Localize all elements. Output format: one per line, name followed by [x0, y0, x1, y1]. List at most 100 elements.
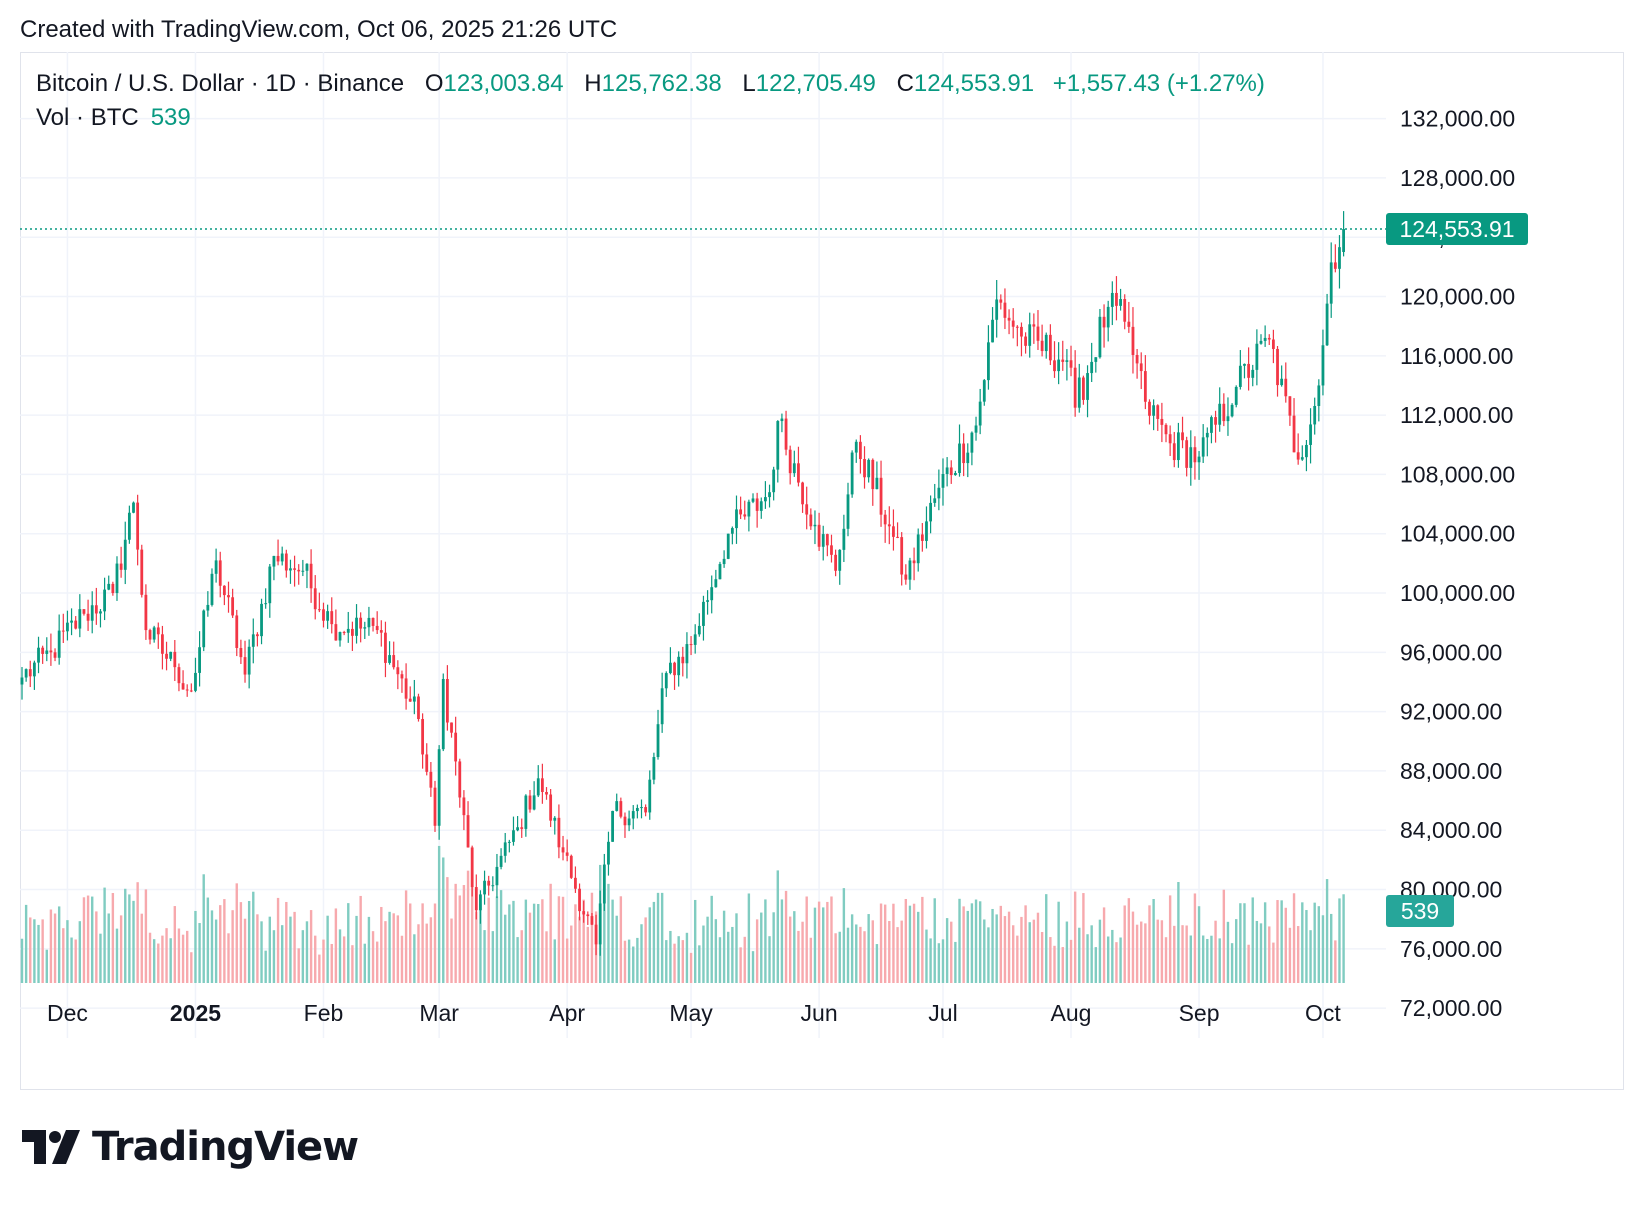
candle-body: [1110, 292, 1114, 307]
volume-bar: [74, 939, 77, 983]
candle-body: [1313, 406, 1317, 425]
volume-bar: [1276, 900, 1279, 983]
candle-body: [189, 690, 193, 692]
volume-bar: [1086, 934, 1089, 983]
candle-body: [103, 589, 106, 612]
y-tick-label: 92,000.00: [1400, 699, 1502, 725]
candle-body: [1238, 365, 1242, 387]
candle-body: [1230, 404, 1234, 417]
tradingview-logo[interactable]: TradingView: [22, 1124, 359, 1170]
candle-body: [1185, 440, 1189, 468]
volume-bar: [375, 941, 379, 983]
volume-bar: [760, 912, 763, 983]
volume-bar: [107, 913, 110, 983]
candle-body: [284, 553, 288, 571]
volume-bar: [119, 915, 123, 983]
open-label: O: [424, 70, 444, 97]
candle-body: [524, 795, 528, 829]
candle-body: [276, 555, 280, 562]
volume-bar: [384, 921, 387, 983]
candle-body: [1090, 361, 1094, 374]
symbol-title[interactable]: Bitcoin / U.S. Dollar · 1D · Binance: [36, 70, 405, 97]
volume-bar: [338, 929, 342, 983]
candle-body: [408, 698, 412, 702]
volume-bar: [693, 899, 697, 983]
candle-body: [549, 794, 553, 821]
candle-body: [1172, 443, 1176, 461]
candle-body: [1127, 321, 1131, 327]
volume-bar: [462, 885, 466, 983]
candle-body: [1073, 367, 1077, 408]
candle-body: [644, 807, 648, 813]
volume-bar: [917, 911, 920, 983]
volume-bar: [731, 926, 734, 983]
volume-bar: [1098, 919, 1102, 983]
candle-body: [487, 880, 491, 886]
volume-label[interactable]: Vol · BTC: [36, 104, 139, 131]
volume-bar: [49, 909, 53, 983]
candle-body: [764, 497, 767, 502]
candle-body: [966, 452, 970, 464]
volume-bar: [1036, 912, 1040, 983]
volume-bar: [1127, 898, 1131, 983]
last-price-label: 124,553.91: [1399, 216, 1514, 242]
candle-body: [338, 632, 342, 641]
candle-body: [1226, 416, 1230, 422]
candle-body: [536, 778, 540, 796]
candle-body: [355, 617, 358, 636]
candle-body: [631, 811, 635, 819]
volume-bar: [1065, 921, 1069, 983]
volume-bar: [565, 938, 569, 983]
candle-body: [776, 421, 780, 470]
volume-bar: [1222, 889, 1226, 983]
volume-bar: [660, 892, 664, 983]
candle-body: [784, 418, 788, 450]
volume-bar: [363, 943, 366, 983]
candle-body: [66, 622, 69, 632]
candle-body: [351, 628, 354, 636]
candle-body: [1292, 415, 1296, 453]
volume-bar: [607, 883, 610, 983]
candle-body: [974, 425, 978, 433]
candle-body: [916, 534, 920, 564]
candle-body: [834, 554, 838, 571]
volume-bars: [20, 845, 1345, 983]
candle-body: [569, 855, 573, 878]
candle-body: [1214, 417, 1217, 425]
volume-bar: [1259, 923, 1263, 983]
volume-bar: [115, 928, 119, 983]
x-tick-label: Sep: [1179, 1000, 1220, 1026]
candle-body: [235, 615, 239, 648]
volume-bar: [545, 931, 548, 983]
volume-bar: [859, 926, 862, 983]
candle-body: [99, 611, 102, 614]
price-axis[interactable]: 72,000.0076,000.0080,000.0084,000.0088,0…: [1386, 0, 1644, 1021]
volume-bar: [1284, 907, 1287, 983]
volume-bar: [1053, 945, 1056, 983]
volume-bar: [62, 928, 65, 983]
candle-body: [94, 605, 98, 614]
volume-bar: [53, 913, 57, 983]
x-tick-label: Aug: [1051, 1000, 1092, 1026]
candle-body: [660, 688, 664, 725]
x-tick-label: 2025: [170, 1000, 221, 1026]
volume-bar: [768, 936, 771, 983]
candle-body: [1015, 326, 1019, 328]
time-axis[interactable]: Dec 2025 Feb Mar Apr May Jun Jul Aug Sep Oct: [47, 1000, 1341, 1026]
candle-body: [743, 514, 747, 517]
candle-body: [842, 528, 846, 550]
candle-body: [995, 299, 999, 320]
volume-bar: [1218, 938, 1221, 983]
candle-body: [937, 487, 941, 499]
volume-bar: [838, 931, 841, 983]
volume-bar: [82, 897, 86, 983]
volume-bar: [817, 901, 821, 983]
candle-body: [772, 469, 776, 493]
x-tick-label: Jun: [801, 1000, 838, 1026]
candle-body: [875, 477, 879, 490]
volume-bar: [45, 949, 48, 983]
volume-bar: [194, 910, 197, 983]
axis-top-mask: [1386, 0, 1644, 52]
candle-body: [243, 657, 247, 675]
